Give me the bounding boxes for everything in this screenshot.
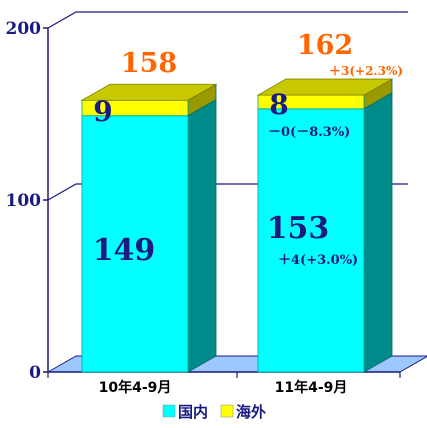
data-label-domestic-0: 149: [93, 233, 156, 268]
y-tick-label-200: 200: [6, 19, 42, 39]
labels-layer: 10年4-9月 158 11年4-9月 162 149 153 9 8 ＋3(+2.3%) －0(…: [93, 30, 403, 396]
legend-label-0: 国内: [178, 403, 208, 421]
y-tick-label-100: 100: [6, 191, 42, 211]
legend-label-1: 海外: [236, 403, 266, 421]
legend-swatch-1: [220, 404, 234, 418]
bar-国内-11年4-9月: [257, 92, 393, 373]
bar-国内-10年4-9月: [81, 99, 217, 373]
legend: 国内 海外: [162, 403, 266, 421]
annotation-domestic-change: ＋4(+3.0%): [278, 253, 358, 268]
bar-海外-10年4-9月: [80, 83, 218, 117]
annotation-overseas-change: －0(－8.3%): [268, 125, 350, 140]
data-label-overseas-0: 9: [93, 95, 112, 128]
bars-layer: [80, 78, 394, 373]
x-tick-label-0: 10年4-9月: [99, 379, 172, 396]
annotation-total-change: ＋3(+2.3%): [329, 64, 403, 78]
data-label-domestic-1: 153: [267, 211, 330, 246]
x-tick-label-1: 11年4-9月: [275, 379, 348, 396]
total-label-1: 162: [297, 30, 353, 61]
legend-swatch-0: [162, 404, 176, 418]
data-label-overseas-1: 8: [269, 88, 288, 121]
y-tick-label-0: 0: [29, 363, 41, 383]
total-label-0: 158: [121, 48, 177, 79]
gridline-200: [47, 11, 408, 29]
bar-海外-11年4-9月: [256, 78, 394, 110]
